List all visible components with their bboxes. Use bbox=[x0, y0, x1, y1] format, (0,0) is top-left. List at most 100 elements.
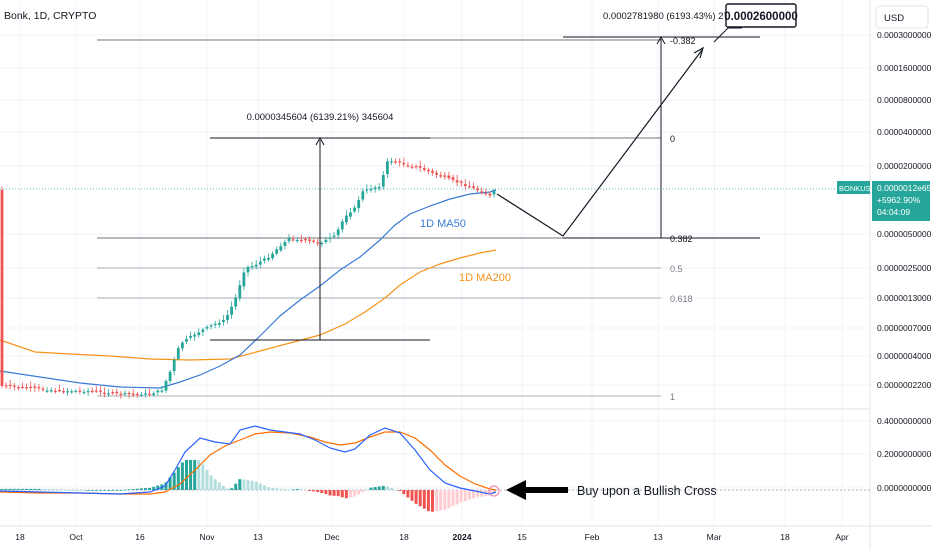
candle-body bbox=[78, 390, 82, 392]
macd-hist-bar bbox=[180, 462, 184, 490]
macd-hist-bar bbox=[25, 488, 29, 490]
macd-hist-bar bbox=[492, 490, 496, 494]
macd-histogram bbox=[0, 459, 496, 512]
candle-body bbox=[353, 207, 356, 212]
macd-hist-bar bbox=[103, 490, 106, 491]
candle-body bbox=[189, 336, 192, 338]
macd-hist-bar bbox=[66, 489, 70, 491]
candle-body bbox=[4, 385, 8, 387]
price-scale[interactable]: USD 0.0003000000 0.0001600000 0.0000800000… bbox=[875, 5, 932, 493]
candle-body bbox=[49, 390, 53, 392]
candle-body bbox=[275, 249, 279, 254]
macd-hist-bar bbox=[308, 490, 311, 491]
candle-body bbox=[70, 391, 74, 393]
candle-body bbox=[390, 161, 393, 163]
macd-hist-bar bbox=[422, 490, 426, 509]
macd-hist-bar bbox=[246, 480, 250, 490]
candle-body bbox=[279, 246, 283, 251]
candle-body bbox=[369, 188, 373, 191]
macd-hist-bar bbox=[480, 490, 484, 497]
measure-label: 0.0000345604 (6139.21%) 345604 bbox=[247, 112, 394, 123]
macd-hist-bar bbox=[156, 485, 160, 490]
macd-hist-bar bbox=[193, 459, 197, 490]
macd-hist-bar bbox=[353, 490, 357, 497]
price-tick-label: 0.0000004000 bbox=[877, 351, 932, 361]
candle-body bbox=[484, 193, 488, 195]
candle-body bbox=[246, 266, 250, 273]
candle-body bbox=[160, 390, 164, 392]
candle-body bbox=[377, 187, 381, 189]
candle-body bbox=[94, 390, 98, 392]
macd-hist-bar bbox=[283, 489, 287, 490]
candle-body bbox=[82, 391, 86, 394]
candle-body bbox=[140, 394, 143, 396]
macd-hist-bar bbox=[402, 490, 406, 495]
callout-pointer bbox=[713, 27, 742, 43]
candle-body bbox=[427, 169, 430, 172]
candle-body bbox=[209, 325, 213, 327]
projection-tool[interactable]: 0.0002781980 (6193.43%) 2781980 bbox=[563, 11, 760, 239]
macd-hist-bar bbox=[431, 490, 434, 512]
macd-note: Buy upon a Bullish Cross bbox=[577, 484, 717, 498]
candle-body bbox=[472, 186, 475, 189]
candle-body bbox=[254, 264, 258, 267]
macd-hist-bar bbox=[262, 485, 266, 490]
candle-body bbox=[17, 387, 20, 389]
macd-tick-label: 0.4000000000 bbox=[877, 416, 932, 426]
candle-body bbox=[135, 393, 139, 396]
price-tick-label: 0.0000002200 bbox=[877, 380, 932, 390]
symbol-title[interactable]: Bonk, 1D, CRYPTO bbox=[4, 10, 96, 22]
macd-hist-bar bbox=[0, 488, 4, 490]
macd-hist-bar bbox=[221, 485, 225, 490]
candle-body bbox=[238, 285, 242, 299]
candle-body bbox=[263, 258, 266, 261]
time-scale[interactable]: 18 Oct 16 Nov 13 Dec 18 2024 15 Feb 13 Mar 18 Apr bbox=[15, 532, 849, 542]
projected-path-line bbox=[496, 49, 703, 237]
macd-hist-bar bbox=[271, 488, 275, 490]
target-callout[interactable]: 0.0002600000 bbox=[713, 3, 798, 43]
fibonacci-retracement[interactable]: -0.382 0 0.382 0.5 0.618 1 bbox=[97, 36, 696, 402]
candle-body bbox=[197, 332, 201, 336]
candle-body bbox=[164, 380, 168, 391]
macd-hist-bar bbox=[90, 490, 94, 491]
candle-body bbox=[45, 390, 49, 392]
candle-body bbox=[267, 257, 270, 260]
projected-path[interactable] bbox=[496, 46, 704, 237]
macd-hist-bar bbox=[49, 489, 53, 491]
macd-hist-bar bbox=[107, 490, 111, 491]
macd-hist-bar bbox=[250, 480, 254, 490]
candle-body bbox=[435, 172, 438, 175]
candle-body bbox=[324, 239, 328, 243]
macd-hist-bar bbox=[418, 490, 422, 507]
macd-hist-bar bbox=[234, 483, 238, 490]
candle-body bbox=[115, 391, 119, 394]
macd-hist-bar bbox=[4, 488, 8, 490]
measure-tool[interactable]: 0.0000345604 (6139.21%) 345604 bbox=[210, 112, 430, 341]
candle-body bbox=[107, 393, 110, 395]
macd-hist-bar bbox=[303, 490, 307, 491]
macd-hist-bar bbox=[476, 490, 480, 498]
candle-body bbox=[394, 161, 397, 163]
macd-hist-bar bbox=[98, 490, 102, 491]
currency-button[interactable] bbox=[875, 5, 929, 29]
macd-hist-bar bbox=[111, 490, 115, 491]
macd-hist-bar bbox=[291, 489, 295, 491]
candle-body bbox=[295, 240, 299, 242]
price-tag-bg bbox=[872, 181, 930, 221]
macd-hist-bar bbox=[226, 488, 229, 490]
time-tick-label: Dec bbox=[324, 532, 340, 542]
macd-hist-bar bbox=[8, 488, 12, 490]
time-tick-label: 13 bbox=[253, 532, 263, 542]
macd-hist-bar bbox=[365, 489, 369, 491]
candle-body bbox=[443, 175, 447, 177]
candle-body bbox=[53, 390, 57, 393]
candle-body bbox=[131, 393, 135, 395]
candle-body bbox=[332, 235, 336, 237]
bullish-cross-arrow bbox=[506, 480, 568, 500]
macd-hist-bar bbox=[131, 489, 135, 490]
fib-level-label: 1 bbox=[670, 392, 675, 402]
macd-hist-bar bbox=[53, 489, 57, 491]
arrow-head bbox=[506, 480, 526, 500]
time-tick-label: Mar bbox=[707, 532, 722, 542]
